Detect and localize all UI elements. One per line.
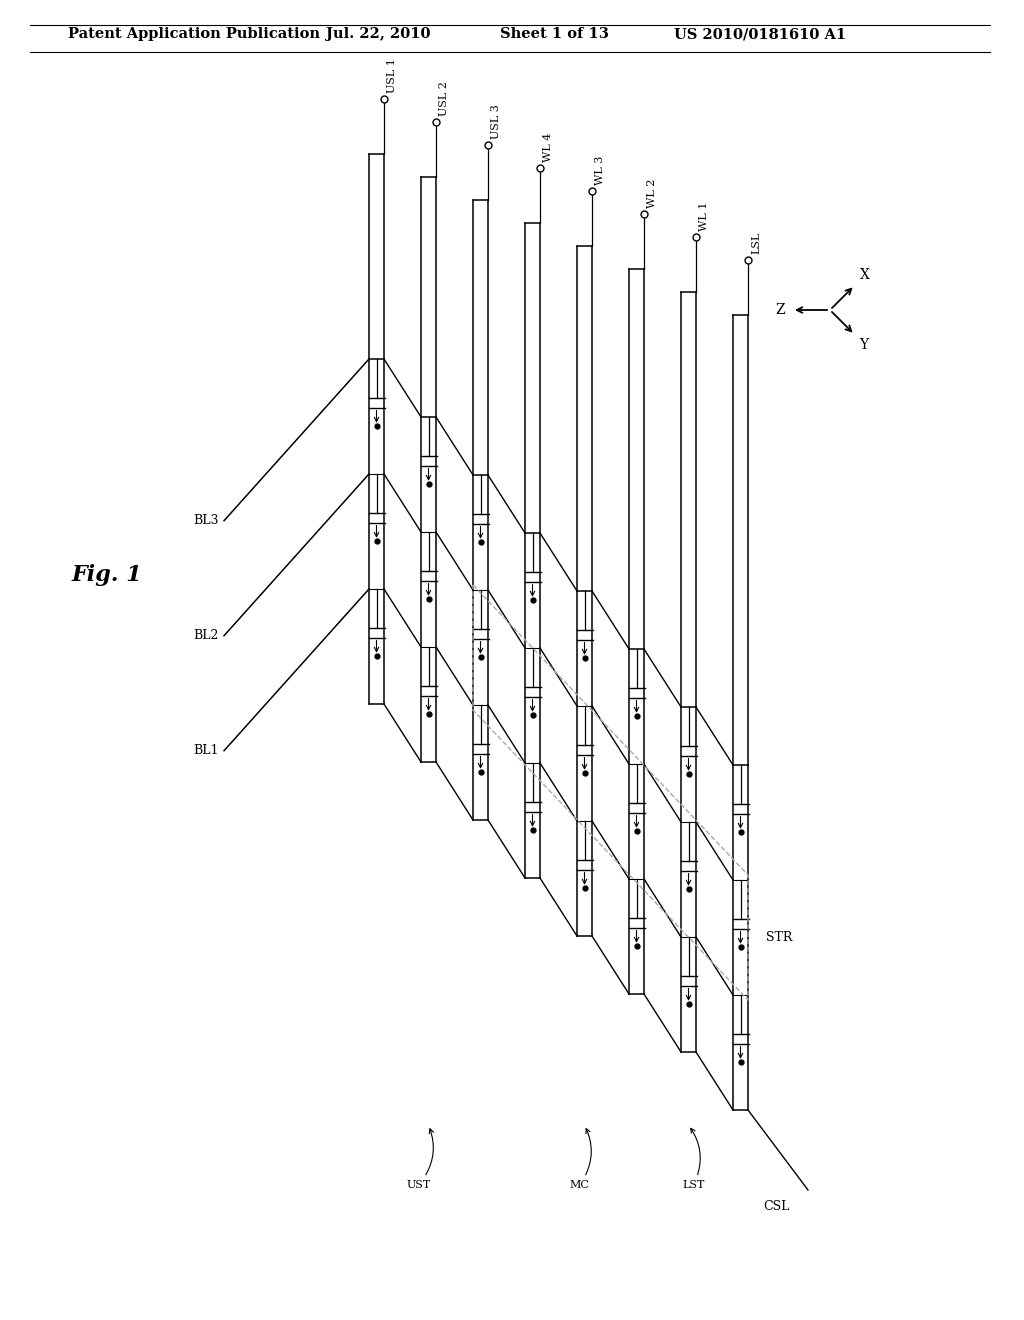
Text: BL3: BL3 xyxy=(194,515,219,527)
Text: Jul. 22, 2010: Jul. 22, 2010 xyxy=(326,26,430,41)
Text: STR: STR xyxy=(766,931,793,944)
Text: WL 1: WL 1 xyxy=(699,202,709,231)
Text: Sheet 1 of 13: Sheet 1 of 13 xyxy=(500,26,608,41)
Text: LSL: LSL xyxy=(751,231,761,253)
Text: USL 3: USL 3 xyxy=(490,104,501,139)
Text: MC: MC xyxy=(569,1129,591,1191)
Text: USL 1: USL 1 xyxy=(387,58,397,92)
Text: LST: LST xyxy=(682,1129,705,1191)
Text: Patent Application Publication: Patent Application Publication xyxy=(68,26,319,41)
Text: Fig. 1: Fig. 1 xyxy=(72,564,142,586)
Text: Y: Y xyxy=(860,338,868,351)
Text: WL 3: WL 3 xyxy=(595,156,605,185)
Text: BL2: BL2 xyxy=(194,630,219,643)
Text: CSL: CSL xyxy=(763,1200,790,1213)
Text: USL 2: USL 2 xyxy=(439,81,449,116)
Text: WL 2: WL 2 xyxy=(647,178,657,209)
Text: X: X xyxy=(860,268,869,282)
Text: BL1: BL1 xyxy=(194,744,219,758)
Text: UST: UST xyxy=(407,1129,433,1191)
Text: US 2010/0181610 A1: US 2010/0181610 A1 xyxy=(674,26,846,41)
Text: WL 4: WL 4 xyxy=(543,132,553,162)
Text: Z: Z xyxy=(775,304,785,317)
